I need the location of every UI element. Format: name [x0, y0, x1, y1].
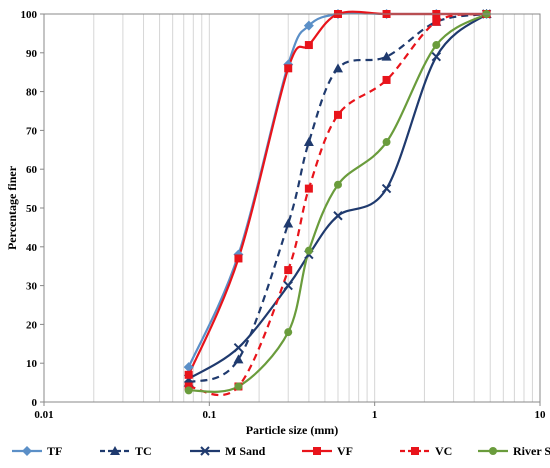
- y-tick-labels: 0 10 20 30 40 50 60 70 80 90 100: [21, 9, 44, 409]
- data-point-vf: [304, 41, 313, 50]
- legend-swatch-marker: [489, 447, 497, 455]
- data-point-tc: [381, 51, 392, 61]
- data-point-vf: [234, 254, 243, 263]
- data-point-tc: [233, 354, 244, 364]
- data-point-m-sand-stroke: [333, 211, 343, 221]
- data-point-tc: [283, 218, 294, 228]
- x-tick-label: 1: [372, 409, 378, 421]
- series-line-m-sand: [188, 13, 488, 380]
- legend-label: VF: [337, 444, 353, 458]
- legend-label: TC: [135, 444, 152, 458]
- y-axis-title: Percentage finer: [5, 165, 19, 250]
- data-point-tf: [303, 20, 314, 31]
- legend-item-tc: TC: [100, 444, 152, 458]
- series-line-river-sand: [188, 13, 488, 393]
- y-tick-label: 80: [26, 87, 38, 99]
- data-point-river-sand: [234, 382, 243, 391]
- data-point-tc: [303, 137, 314, 147]
- y-tick-label: 40: [26, 242, 38, 254]
- legend-item-vf: VF: [302, 444, 353, 458]
- legend-swatch-marker: [22, 446, 32, 456]
- x-tick-labels: 0.01 0.1 1 10: [34, 402, 546, 421]
- legend-swatch-marker: [110, 446, 120, 455]
- data-point-m-sand: [381, 183, 392, 194]
- data-point-tf: [183, 362, 194, 373]
- legend-label: VC: [435, 444, 452, 458]
- data-point-m-sand-stroke: [283, 280, 293, 291]
- legend-label: TF: [47, 444, 62, 458]
- data-point-m-sand-stroke: [431, 51, 442, 62]
- data-point-river-sand: [333, 180, 342, 189]
- legend-item-m-sand: M Sand: [190, 444, 266, 458]
- data-point-vf: [184, 370, 193, 379]
- legend-item-vc: VC: [400, 444, 452, 458]
- legend-swatch-marker: [200, 446, 210, 456]
- y-tick-label: 0: [32, 397, 38, 409]
- data-point-vf: [284, 64, 293, 73]
- data-point-vc: [284, 266, 293, 275]
- data-point-vc: [333, 110, 342, 119]
- data-point-river-sand: [284, 328, 293, 337]
- data-point-m-sand: [283, 280, 293, 291]
- data-point-vc: [304, 184, 313, 193]
- legend-swatch-marker-stroke: [200, 446, 210, 456]
- y-tick-label: 30: [26, 281, 38, 293]
- data-point-vc: [382, 75, 391, 84]
- y-tick-label: 90: [26, 48, 38, 60]
- x-tick-label: 0.1: [202, 409, 216, 421]
- legend-item-tf: TF: [12, 444, 62, 458]
- x-axis-title: Particle size (mm): [246, 423, 339, 437]
- data-point-m-sand-stroke: [233, 342, 244, 353]
- data-point-river-sand: [184, 386, 193, 395]
- grid-lines: [93, 14, 533, 402]
- legend-item-river-sand: River Sand: [478, 444, 550, 458]
- legend-label: M Sand: [225, 444, 266, 458]
- data-point-vc: [432, 17, 441, 26]
- data-point-tc: [332, 63, 343, 73]
- legend-swatch-marker: [411, 447, 419, 455]
- data-point-m-sand: [233, 342, 244, 353]
- y-tick-label: 100: [21, 9, 38, 21]
- legend-swatch-marker: [313, 447, 321, 455]
- data-point-m-sand: [431, 51, 442, 62]
- y-tick-label: 60: [26, 164, 38, 176]
- y-tick-label: 10: [26, 358, 38, 370]
- data-point-river-sand: [382, 138, 391, 147]
- legend-label: River Sand: [513, 444, 550, 458]
- legend: TF TC M Sand VF VC River Sand: [12, 444, 550, 458]
- x-tick-label: 10: [535, 409, 547, 421]
- series-line-vc: [188, 12, 487, 397]
- data-point-m-sand-stroke: [381, 183, 392, 194]
- y-tick-label: 20: [26, 319, 38, 331]
- data-point-river-sand: [432, 41, 441, 50]
- x-tick-label: 0.01: [34, 409, 53, 421]
- y-tick-label: 70: [26, 125, 38, 137]
- data-point-river-sand: [304, 246, 313, 255]
- series-line-tc: [188, 12, 487, 384]
- y-tick-label: 50: [26, 203, 38, 215]
- data-point-m-sand: [333, 211, 343, 221]
